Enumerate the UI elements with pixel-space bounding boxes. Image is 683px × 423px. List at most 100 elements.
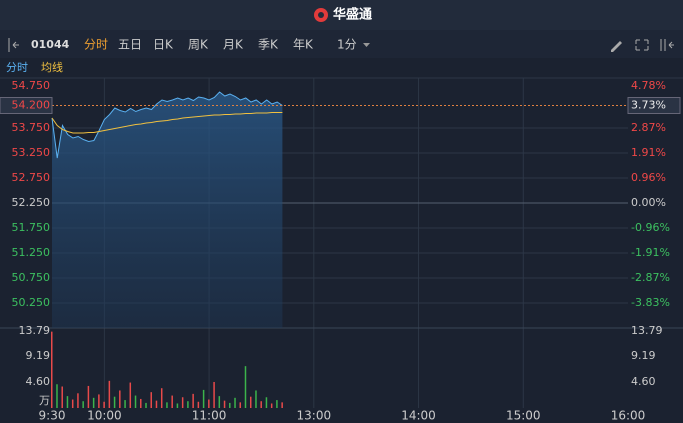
last-price-box [0,97,53,114]
volume-bar [176,403,179,408]
y-tick-label: 13.79 [19,324,51,337]
volume-bar [239,402,242,408]
volume-bar [197,401,200,408]
volume-bar [187,401,189,408]
x-tick-label: 10:00 [87,409,122,423]
volume-bar [56,384,58,408]
volume-bar [119,390,121,408]
volume-bar [218,396,221,408]
draw-icon[interactable] [611,41,622,52]
y-tick-label: 51.750 [12,221,51,234]
top-bar [0,0,683,30]
volume-bar [181,397,184,408]
app-title: 华盛通 [333,7,372,23]
y-tick-label: 51.250 [12,246,51,259]
volume-bar [255,390,257,408]
y-tick-label: 4.60 [26,375,51,388]
volume-bar [202,389,205,408]
volume-bar [108,380,111,408]
y-tick-label: 52.750 [12,171,51,184]
legend-label[interactable]: 均线 [41,60,63,74]
x-tick-label: 14:00 [401,409,436,423]
volume-bar [281,402,283,408]
volume-bar [208,399,210,408]
volume-bar [223,400,226,408]
y-tick-label: 9.19 [26,349,51,362]
tab[interactable]: 周K [188,38,209,52]
y2-tick-label: 4.78% [631,79,666,92]
volume-bar [51,331,53,408]
y2-tick-label: 9.19 [631,349,656,362]
x-tick-label: 15:00 [506,409,541,423]
volume-bar [265,397,268,408]
toolbar [0,30,683,58]
volume-bar [113,396,116,408]
tab[interactable]: 五日 [118,38,142,52]
dropdown-arrow[interactable] [363,43,370,47]
legend-label[interactable]: 分时 [6,61,28,74]
volume-bar [260,401,262,408]
volume-bar [129,382,132,408]
volume-bar [71,399,74,408]
volume-bar [160,388,163,408]
volume-bar [92,397,95,408]
y2-tick-label: -1.91% [631,246,670,259]
y-tick-label: 52.250 [12,196,51,209]
y2-tick-label: 1.91% [631,146,666,159]
tab[interactable]: 年K [293,38,314,52]
collapse-icon[interactable] [8,38,19,52]
volume-bar [77,393,79,408]
volume-bar [229,402,231,408]
y2-tick-label: 4.60 [631,375,656,388]
y2-tick-label: -0.96% [631,221,670,234]
volume-bar [192,393,194,408]
volume-bar [140,398,142,408]
volume-bar [87,385,90,408]
y-tick-label: 50.750 [12,271,51,284]
y2-tick-label: -3.83% [631,296,670,309]
volume-bar [61,386,63,408]
series-line [51,91,283,159]
price-area [52,92,283,328]
series-line [51,112,283,134]
y2-tick-label: 0.96% [631,171,666,184]
volume-bar [171,395,173,408]
interval[interactable]: 1分 [337,38,357,52]
fullscreen-icon[interactable] [635,39,649,51]
x-tick-label: 16:00 [611,409,646,423]
x-tick-label: 11:00 [192,409,227,423]
x-tick-label: 9:30 [39,409,66,423]
tab[interactable]: 分时 [84,38,108,52]
volume-bar [134,395,137,408]
volume-bar [166,402,168,408]
y2-tick-label: 13.79 [631,324,663,337]
volume-bar [103,401,105,408]
volume-bar [249,396,252,408]
y-tick-label: 53.750 [12,121,51,134]
expand-icon[interactable] [660,39,674,51]
volume-bar [82,401,84,408]
y-tick-label: 54.750 [12,79,51,92]
volume-bar [155,400,158,408]
volume-bar [150,392,152,408]
y2-tick-label: -2.87% [631,271,670,284]
volume-bar [270,403,273,408]
volume-bar [213,381,215,408]
y2-tick-label: 2.87% [631,121,666,134]
x-tick-label: 13:00 [297,409,332,423]
y-tick-label: 53.250 [12,146,51,159]
last-change-box [627,97,681,114]
volume-bar [98,394,100,408]
tab[interactable]: 月K [223,38,244,52]
volume-bar [66,396,69,408]
volume-bar [124,400,126,408]
y-tick-label: 50.250 [12,296,51,309]
last-price: 54.200 [12,99,51,112]
volume-bar [276,400,278,408]
tab[interactable]: 季K [258,38,279,52]
tab[interactable]: 日K [153,38,174,52]
volume-unit: 万 [39,394,50,407]
volume-bar [244,366,247,408]
y2-tick-label: 0.00% [631,196,666,209]
